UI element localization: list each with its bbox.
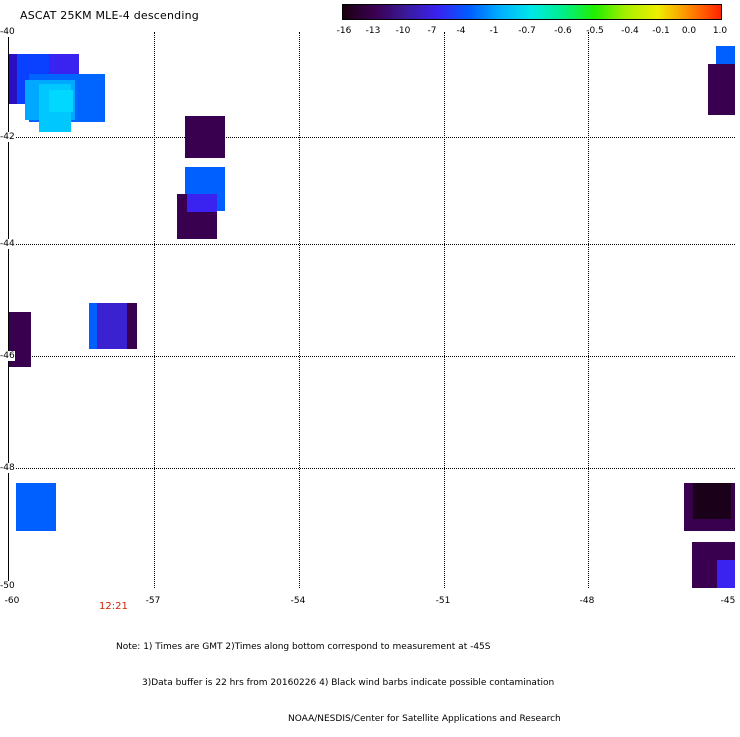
data-swath <box>16 483 56 531</box>
colorbar-label: -7 <box>427 26 437 36</box>
data-swath <box>187 194 217 212</box>
colorbar-label: -0.6 <box>554 26 572 36</box>
meridian-line <box>588 32 589 588</box>
note-line: Note: 1) Times are GMT 2)Times along bot… <box>116 642 491 652</box>
data-swath <box>716 46 735 64</box>
data-swath <box>185 116 225 158</box>
colorbar-labels: -16 -13 -10 -7 -4 -1 -0.7 -0.6 -0.5 -0.4… <box>330 26 734 38</box>
pass-time-label: 12:21 <box>99 601 128 612</box>
longitude-label: -48 <box>579 596 595 606</box>
colorbar-label: -10 <box>395 26 411 36</box>
colorbar-label: -0.1 <box>652 26 670 36</box>
latitude-label: -40 <box>0 27 15 37</box>
data-swath <box>717 560 735 588</box>
parallel-line <box>9 468 735 469</box>
colorbar-label: -0.7 <box>518 26 536 36</box>
latitude-label: -46 <box>0 351 15 361</box>
colorbar-label: 0.0 <box>681 26 697 36</box>
data-swath <box>708 64 735 115</box>
product-title: ASCAT 25KM MLE-4 descending <box>20 9 199 22</box>
meridian-line <box>444 32 445 588</box>
meridian-line <box>154 32 155 588</box>
colorbar-label: -0.4 <box>621 26 639 36</box>
data-swath <box>693 483 731 519</box>
colorbar-label: -13 <box>365 26 381 36</box>
note-line: 3)Data buffer is 22 hrs from 20160226 4)… <box>142 678 555 688</box>
longitude-label: -60 <box>4 596 20 606</box>
credit-line: NOAA/NESDIS/Center for Satellite Applica… <box>288 714 561 724</box>
parallel-line <box>9 137 735 138</box>
longitude-label: -57 <box>145 596 161 606</box>
colorbar <box>342 4 722 20</box>
colorbar-label: -1 <box>489 26 499 36</box>
longitude-label: -45 <box>720 596 736 606</box>
map-plot-area[interactable] <box>8 32 735 588</box>
colorbar-label: -16 <box>336 26 352 36</box>
parallel-line <box>9 356 735 357</box>
data-swath <box>49 90 73 112</box>
colorbar-label: 1.0 <box>712 26 728 36</box>
colorbar-label: -0.5 <box>586 26 604 36</box>
footer-notes: Note: 1) Times are GMT 2)Times along bot… <box>116 617 561 737</box>
longitude-label: -51 <box>435 596 451 606</box>
data-swath <box>127 303 137 349</box>
data-swath <box>9 54 17 104</box>
longitude-label: -54 <box>290 596 306 606</box>
latitude-label: -44 <box>0 239 15 249</box>
latitude-label: -50 <box>0 581 15 591</box>
latitude-label: -48 <box>0 463 15 473</box>
parallel-line <box>9 244 735 245</box>
meridian-line <box>299 32 300 588</box>
latitude-label: -42 <box>0 132 15 142</box>
colorbar-label: -4 <box>456 26 466 36</box>
